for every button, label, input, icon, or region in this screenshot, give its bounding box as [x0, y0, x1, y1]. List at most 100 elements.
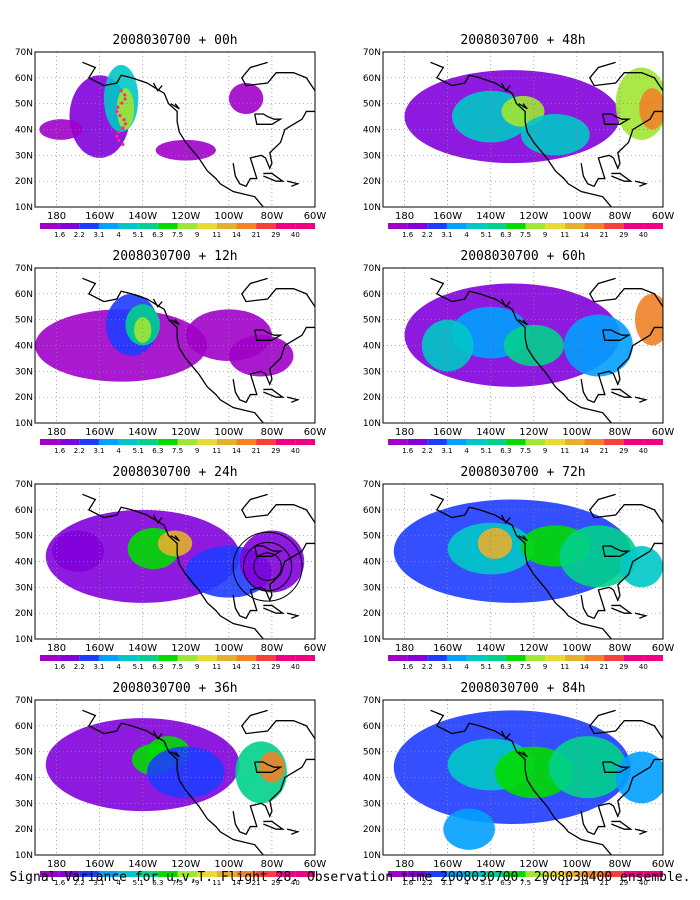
colorbar-swatch: [98, 439, 119, 445]
lon-label: 160W: [433, 211, 462, 222]
lat-label: 10N: [363, 419, 381, 429]
flight-observation-point: [121, 142, 125, 147]
lon-label: 140W: [128, 427, 157, 438]
flight-observation-point: [116, 105, 120, 109]
colorbar-swatch: [623, 223, 644, 229]
colorbar-swatch: [604, 871, 624, 877]
coastline: [580, 277, 663, 404]
colorbar-label: 14: [232, 663, 241, 671]
colorbar-swatch: [295, 223, 315, 229]
colorbar-label: 40: [291, 231, 300, 239]
panel-title: 2008030700 + 48h: [460, 33, 585, 48]
colorbar-swatch: [446, 223, 467, 229]
colorbar-swatch: [525, 223, 546, 229]
coastline: [254, 545, 283, 557]
colorbar-swatch: [427, 871, 447, 877]
colorbar-label: 21: [252, 879, 261, 887]
lon-label: 180: [395, 211, 414, 222]
colorbar-label: 4: [464, 447, 469, 455]
colorbar-label: 5.1: [133, 879, 144, 887]
variance-contour: [443, 808, 495, 850]
colorbar-label: 2.2: [74, 231, 85, 239]
colorbar-label: 2.2: [422, 231, 433, 239]
lon-label: 60W: [652, 859, 675, 870]
colorbar-swatch: [486, 871, 506, 877]
colorbar-label: 9: [195, 663, 199, 671]
colorbar-label: 11: [212, 879, 221, 887]
colorbar-label: 7.5: [172, 663, 183, 671]
colorbar-swatch: [256, 871, 276, 877]
colorbar-label: 1.6: [54, 663, 66, 671]
variance-contour: [477, 527, 513, 559]
coastline: [634, 828, 648, 835]
lat-label: 70N: [363, 696, 381, 706]
coastline: [232, 493, 315, 620]
coastline: [602, 545, 631, 557]
colorbar-swatch: [40, 655, 60, 661]
colorbar-swatch: [623, 871, 644, 877]
colorbar-label: 1.6: [402, 663, 414, 671]
colorbar-swatch: [275, 439, 296, 445]
lat-label: 30N: [363, 583, 381, 593]
colorbar-swatch: [388, 223, 408, 229]
colorbar-swatch: [118, 871, 139, 877]
colorbar-swatch: [505, 655, 526, 661]
lat-label: 50N: [15, 316, 33, 326]
colorbar-swatch: [98, 655, 119, 661]
lon-label: 60W: [304, 859, 327, 870]
colorbar-swatch: [59, 439, 80, 445]
colorbar-label: 6.3: [152, 447, 163, 455]
coastline: [232, 61, 315, 188]
colorbar-swatch: [197, 439, 217, 445]
variance-contour: [228, 335, 294, 377]
colorbar-swatch: [118, 223, 139, 229]
lon-label: 100W: [562, 427, 591, 438]
lon-label: 140W: [128, 211, 157, 222]
lon-label: 120W: [171, 427, 200, 438]
lon-label: 180: [47, 427, 66, 438]
colorbar-label: 3.1: [441, 231, 452, 239]
lon-label: 180: [395, 427, 414, 438]
colorbar-label: 5.1: [133, 231, 144, 239]
coastline: [611, 172, 633, 182]
colorbar-swatch: [643, 655, 663, 661]
colorbar-swatch: [40, 223, 60, 229]
colorbar-label: 2.2: [422, 879, 433, 887]
colorbar-swatch: [118, 655, 139, 661]
flight-observation-point: [123, 97, 127, 101]
colorbar-swatch: [407, 439, 428, 445]
coastline: [430, 493, 613, 639]
colorbar-label: 29: [619, 231, 628, 239]
variance-contour: [639, 88, 663, 130]
coastline: [82, 709, 265, 855]
lon-label: 60W: [652, 427, 675, 438]
colorbar-label: 1.6: [54, 879, 66, 887]
colorbar-label: 9: [543, 231, 547, 239]
colorbar-swatch: [275, 223, 296, 229]
variance-contour: [228, 83, 264, 114]
colorbar-swatch: [564, 655, 585, 661]
colorbar-swatch: [466, 223, 487, 229]
lat-label: 10N: [363, 851, 381, 861]
lat-label: 70N: [15, 696, 33, 706]
coastline: [254, 113, 283, 125]
lat-label: 70N: [363, 48, 381, 58]
map-frame: [34, 51, 316, 208]
lat-label: 70N: [15, 480, 33, 490]
lon-label: 80W: [609, 211, 632, 222]
colorbar-swatch: [446, 655, 467, 661]
colorbar-swatch: [157, 439, 178, 445]
colorbar-swatch: [256, 439, 276, 445]
colorbar-swatch: [623, 439, 644, 445]
lon-label: 100W: [562, 211, 591, 222]
lat-label: 50N: [363, 316, 381, 326]
colorbar-swatch: [584, 223, 605, 229]
lat-label: 50N: [15, 748, 33, 758]
lon-label: 160W: [433, 643, 462, 654]
coastline: [580, 709, 663, 836]
lon-label: 100W: [562, 643, 591, 654]
lon-label: 60W: [652, 211, 675, 222]
colorbar-swatch: [197, 655, 217, 661]
coastline: [430, 61, 613, 207]
colorbar-swatch: [584, 871, 605, 877]
